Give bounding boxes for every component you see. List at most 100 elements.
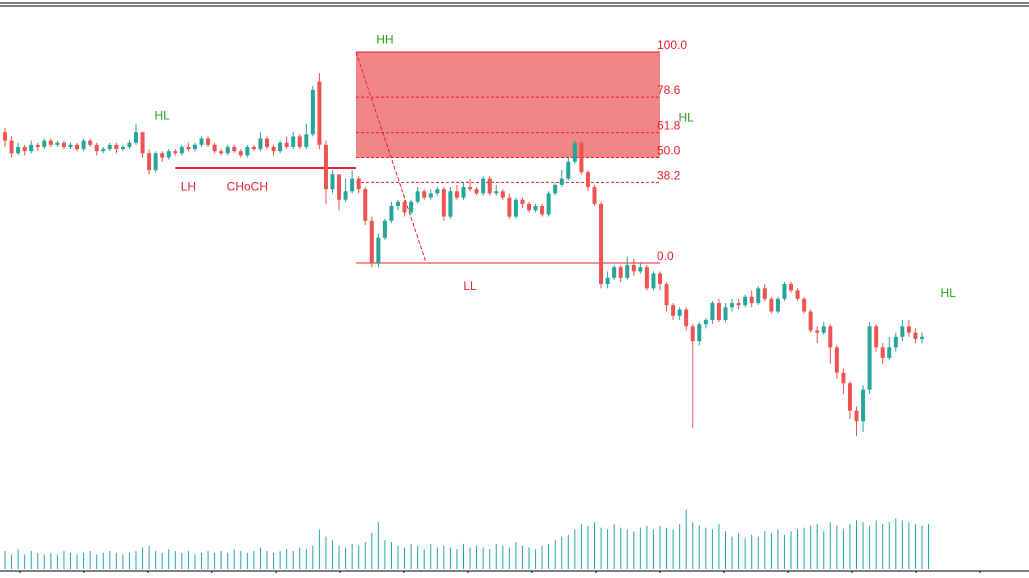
candle-body [120, 146, 125, 150]
candle-body [278, 142, 283, 152]
candle-body [435, 189, 440, 194]
candle-body [605, 277, 610, 285]
fib-level-label: 61.8 [657, 119, 681, 133]
candle-body [468, 187, 473, 190]
candle-body [350, 178, 355, 192]
candle-body [68, 144, 73, 147]
candle-body [199, 138, 204, 145]
candle-body [572, 142, 577, 162]
candle-body [271, 146, 276, 152]
candle-body [736, 303, 741, 306]
candle-body [140, 132, 145, 154]
candle-body [697, 324, 702, 342]
candle-body [461, 187, 466, 198]
candle-body [867, 326, 872, 390]
candle-body [428, 193, 433, 198]
candle-body [677, 309, 682, 316]
structure-label: HL [155, 109, 171, 123]
candle-body [343, 191, 348, 200]
candle-body [147, 153, 152, 171]
candle-body [481, 178, 486, 194]
candle-body [841, 372, 846, 384]
fibonacci-retracement[interactable]: 100.0 78.6 61.8 50.0 38.2 0.0 [355, 38, 687, 264]
candle-body [795, 290, 800, 299]
candle-body [166, 151, 171, 158]
candle-body [500, 191, 505, 198]
candle-body [671, 305, 676, 316]
candle-body [284, 142, 289, 147]
candle-body [618, 267, 623, 278]
candle-body [690, 326, 695, 342]
candle-body [756, 288, 761, 304]
fib-level-label: 100.0 [657, 38, 687, 52]
candle-body [317, 81, 322, 145]
candle-body [310, 89, 315, 135]
candle-body [847, 383, 852, 411]
candle-body [22, 146, 27, 152]
candle-body [651, 273, 656, 289]
candle-body [710, 303, 715, 320]
candle-body [265, 138, 269, 147]
structure-label: LH [181, 180, 196, 194]
candle-body [513, 199, 518, 217]
candle-body [749, 296, 754, 304]
fib-level-label: 0.0 [657, 249, 674, 263]
candle-body [507, 197, 512, 217]
candle-body [42, 140, 47, 147]
candle-body [913, 332, 918, 339]
candle-body [245, 146, 250, 156]
candle-body [323, 144, 328, 190]
fib-anchor-line [355, 51, 427, 264]
candle-body [16, 146, 21, 154]
candle-body [874, 326, 879, 348]
candle-body [127, 142, 132, 147]
candle-body [232, 146, 237, 152]
candle-body [546, 193, 551, 215]
candle-body [559, 178, 564, 185]
candle-body [422, 191, 427, 198]
candle-body [893, 336, 898, 348]
candle-body [448, 191, 453, 217]
candle-body [540, 206, 545, 215]
candle-body [533, 206, 538, 211]
candle-body [527, 203, 531, 211]
candle-body [9, 140, 14, 154]
candle-body [382, 220, 387, 238]
candle-body [389, 206, 394, 221]
candle-body [48, 140, 53, 145]
fib-level-label: 78.6 [657, 83, 681, 97]
candle-body [631, 265, 636, 272]
candle-body [684, 309, 689, 327]
candle-body [599, 203, 604, 285]
candle-body [134, 132, 138, 143]
candle-body [173, 151, 178, 154]
candle-body [101, 149, 106, 152]
candle-body [186, 146, 191, 150]
candle-body [585, 172, 590, 188]
candle-body [821, 326, 826, 333]
candle-body [861, 389, 866, 422]
candle-body [743, 296, 748, 306]
candle-body [828, 326, 833, 348]
candle-body [782, 284, 787, 299]
volume-bars [4, 509, 930, 569]
candle-body [802, 298, 807, 312]
candle-body [219, 151, 224, 154]
candle-body [454, 191, 459, 198]
fib-zone [356, 52, 660, 158]
candle-body [356, 178, 361, 190]
candle-body [494, 191, 499, 194]
candle-body [644, 267, 649, 289]
candle-body [225, 146, 230, 154]
candle-body [206, 138, 211, 145]
candle-body [730, 303, 735, 308]
candle-body [566, 161, 571, 179]
candle-body [297, 136, 302, 147]
candle-body [834, 347, 839, 373]
candle-body [258, 138, 263, 150]
candle-body [762, 288, 767, 299]
candle-body [192, 144, 197, 150]
candle-body [402, 201, 407, 213]
